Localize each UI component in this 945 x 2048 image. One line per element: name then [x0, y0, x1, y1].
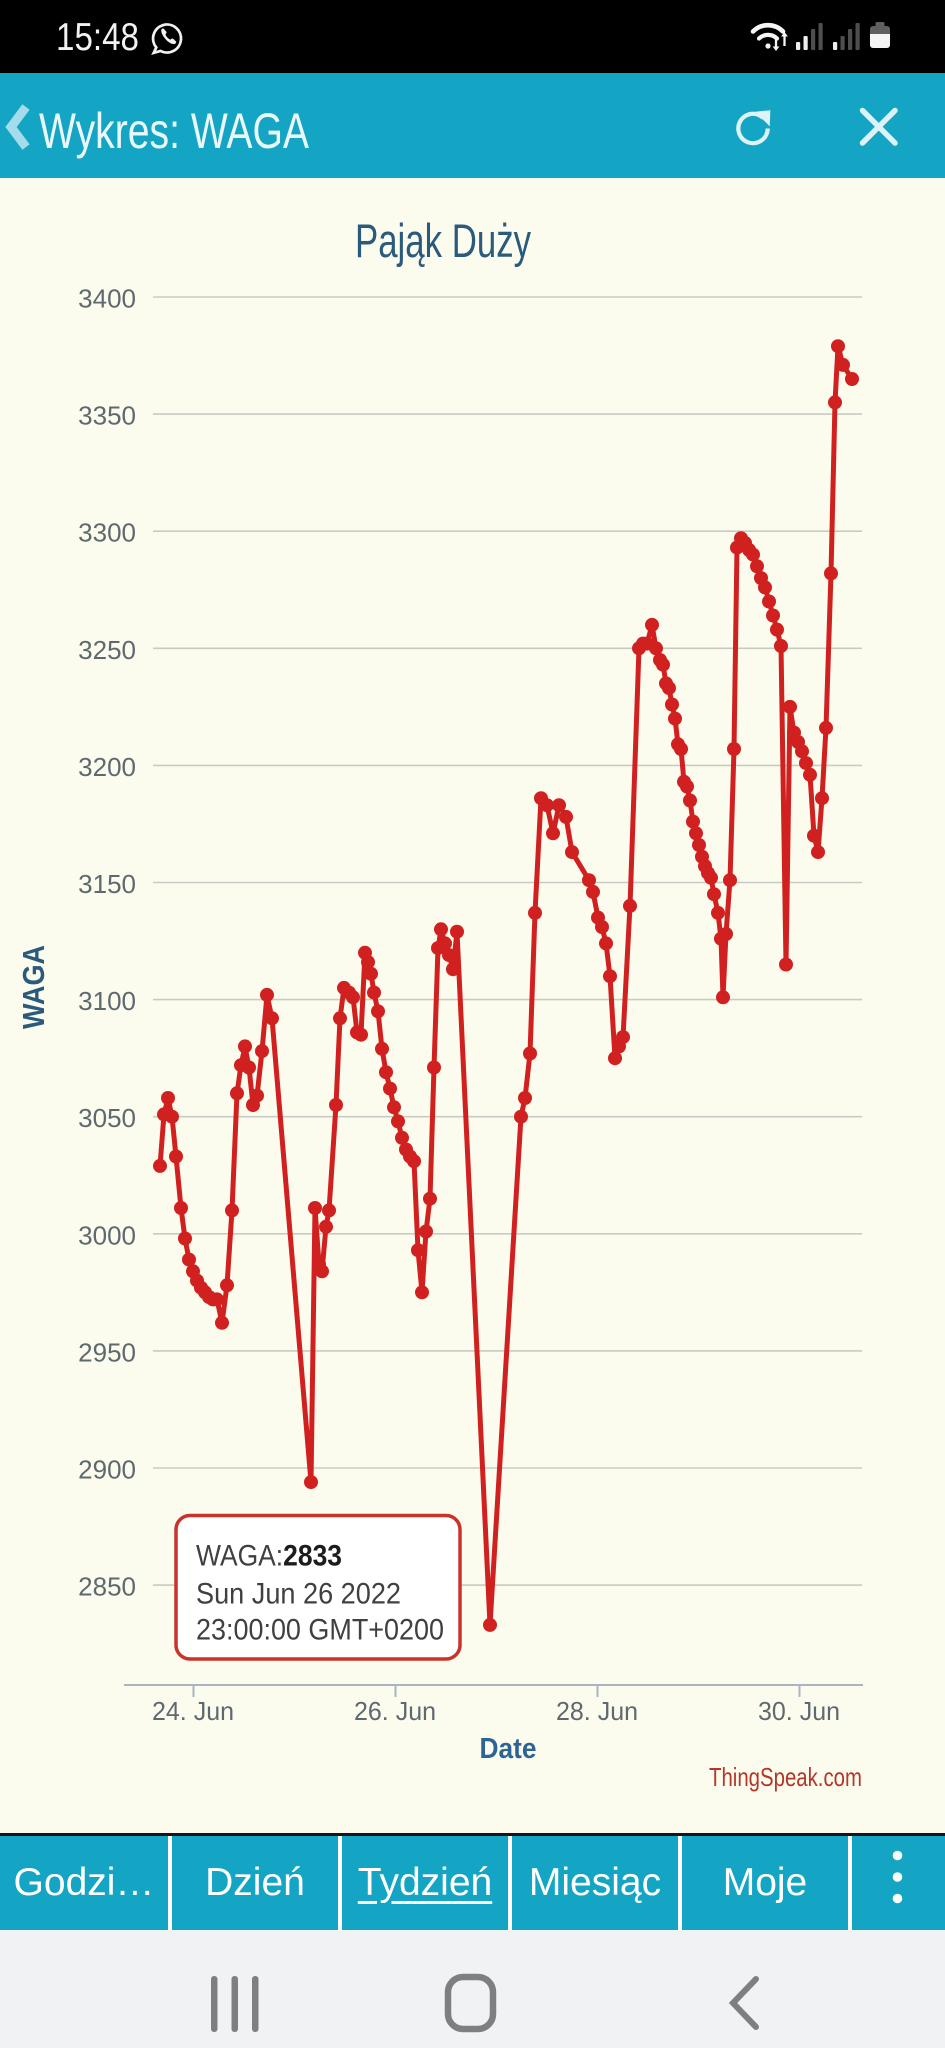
svg-text:2950: 2950 [78, 1337, 136, 1367]
svg-text:ThingSpeak.com: ThingSpeak.com [709, 1762, 862, 1792]
svg-text:3000: 3000 [78, 1220, 136, 1250]
svg-text:26. Jun: 26. Jun [354, 1696, 436, 1726]
svg-text:24. Jun: 24. Jun [152, 1696, 234, 1726]
svg-text:Wykres: WAGA: Wykres: WAGA [39, 103, 310, 159]
svg-text:3400: 3400 [78, 284, 136, 314]
svg-text:3050: 3050 [78, 1103, 136, 1133]
svg-text:30. Jun: 30. Jun [758, 1696, 840, 1726]
svg-text:3250: 3250 [78, 635, 136, 665]
svg-text:2850: 2850 [78, 1572, 136, 1602]
svg-text:3200: 3200 [78, 752, 136, 782]
svg-text:28. Jun: 28. Jun [556, 1696, 638, 1726]
svg-text:Pająk Duży: Pająk Duży [355, 214, 531, 267]
svg-text:15:48: 15:48 [56, 16, 139, 59]
svg-text:3100: 3100 [78, 986, 136, 1016]
svg-text:WAGA: WAGA [16, 945, 51, 1029]
svg-text:3350: 3350 [78, 401, 136, 431]
svg-text:Date: Date [480, 1733, 537, 1765]
svg-text:3150: 3150 [78, 869, 136, 899]
svg-text:23:00:00 GMT+0200: 23:00:00 GMT+0200 [196, 1614, 444, 1647]
svg-text:3300: 3300 [78, 518, 136, 548]
svg-text:WAGA:2833: WAGA:2833 [196, 1540, 342, 1573]
svg-text:Sun Jun 26 2022: Sun Jun 26 2022 [196, 1578, 401, 1611]
svg-text:2900: 2900 [78, 1455, 136, 1485]
